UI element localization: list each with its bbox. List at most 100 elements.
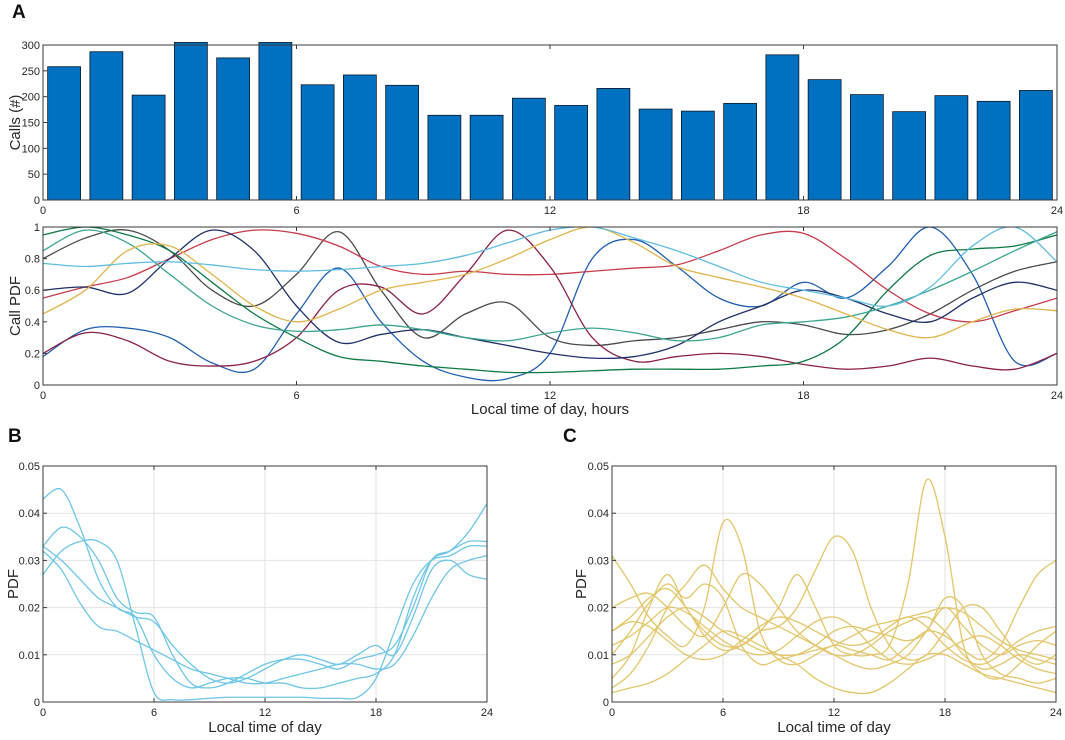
bar (596, 88, 631, 201)
y-axis-label: Call PDF (7, 276, 24, 336)
x-tick-label: 24 (1051, 205, 1063, 217)
y-tick-label: 0.05 (19, 461, 40, 473)
x-axis-label: Local time of day (777, 719, 891, 736)
bar (131, 94, 166, 201)
bar (216, 57, 250, 201)
y-axis-label: PDF (5, 569, 22, 599)
bar (342, 74, 377, 201)
panel-label: C (563, 426, 577, 447)
y-tick-label: 0 (34, 195, 40, 207)
bar (258, 42, 293, 201)
bar (638, 108, 673, 201)
bar (385, 84, 419, 201)
series-line-c10 (612, 606, 1056, 675)
x-axis-label: Local time of day (208, 719, 322, 736)
series-line-b5 (43, 550, 487, 685)
bar (300, 84, 335, 201)
y-tick-label: 0.02 (588, 603, 609, 615)
x-tick-label: 12 (544, 205, 556, 217)
x-tick-label: 0 (609, 707, 615, 719)
x-tick-label: 6 (293, 390, 299, 402)
series-line-s4 (43, 229, 1057, 371)
series-line-s6 (43, 227, 1057, 374)
bar (765, 54, 800, 201)
x-tick-label: 18 (797, 390, 809, 402)
bar (469, 114, 504, 201)
series-line-b2 (43, 526, 487, 689)
line-series-group (612, 478, 1056, 695)
bar (89, 51, 124, 201)
series-line-c6 (612, 564, 1056, 689)
x-tick-label: 24 (1051, 390, 1063, 402)
y-tick-label: 0.8 (25, 254, 40, 266)
line-series-group (43, 487, 487, 701)
chart-b: 0 6 12 18 24 0 0.01 0.02 0.03 0.04 0.05 PDF Local ti… (5, 426, 493, 736)
bar (1019, 90, 1053, 201)
series-line-b4 (43, 545, 487, 684)
x-tick-label: 24 (1050, 707, 1062, 719)
y-axis-label: Calls (#) (7, 95, 24, 151)
y-tick-label: 0.03 (588, 555, 609, 567)
x-tick-label: 0 (40, 707, 46, 719)
y-tick-label: 0.01 (19, 650, 40, 662)
series-line-c9 (612, 616, 1056, 666)
x-tick-label: 6 (151, 707, 157, 719)
bar-series (47, 42, 1053, 201)
y-tick-label: 0.03 (19, 555, 40, 567)
x-tick-label: 6 (720, 707, 726, 719)
y-tick-label: 0.04 (588, 508, 609, 520)
y-tick-label: 0 (34, 380, 40, 392)
y-tick-label: 0.6 (25, 285, 40, 297)
x-tick-label: 18 (939, 707, 951, 719)
bar (554, 105, 589, 201)
series-line-s1 (43, 227, 1057, 382)
x-tick-label: 24 (481, 707, 493, 719)
series-line-c4 (612, 583, 1056, 684)
y-tick-label: 0.04 (19, 508, 40, 520)
y-tick-label: 0.02 (19, 603, 40, 615)
x-tick-label: 0 (40, 390, 46, 402)
panel-label: B (8, 426, 22, 447)
y-axis-label: PDF (573, 569, 590, 599)
x-axis-label: Local time of day, hours (471, 401, 629, 418)
bar (512, 97, 546, 201)
x-tick-label: 18 (370, 707, 382, 719)
line-series-group (43, 227, 1057, 382)
y-tick-label: 1 (34, 222, 40, 234)
x-tick-label: 12 (828, 707, 840, 719)
y-tick-label: 0.4 (25, 317, 40, 329)
series-line-c8 (612, 630, 1056, 695)
y-tick-label: 100 (22, 143, 40, 155)
bar (807, 79, 842, 201)
chart-c: 0 6 12 18 24 0 0.01 0.02 0.03 0.04 0.05 PDF Local ti… (563, 426, 1062, 736)
y-tick-label: 200 (22, 92, 40, 104)
chart-a-top: 0 6 12 18 24 0 50 100 150 200 250 300 Calls (#) A (7, 2, 1063, 217)
x-tick-label: 18 (797, 205, 809, 217)
panel-label: A (12, 2, 26, 23)
bar (47, 66, 82, 201)
y-tick-label: 0 (603, 697, 609, 709)
plot-frame (42, 226, 1058, 386)
series-line-s8 (43, 227, 1057, 339)
series-line-s5 (43, 229, 1057, 360)
bar (976, 100, 1011, 201)
x-tick-label: 0 (40, 205, 46, 217)
bar (850, 94, 884, 201)
y-tick-label: 250 (22, 66, 40, 78)
bar (723, 102, 758, 201)
y-tick-label: 50 (28, 169, 40, 181)
x-tick-label: 12 (544, 390, 556, 402)
bar (934, 95, 969, 201)
y-tick-label: 0.01 (588, 650, 609, 662)
bar (681, 110, 715, 201)
series-line-c7 (612, 606, 1056, 665)
x-tick-label: 6 (293, 205, 299, 217)
y-tick-label: 0 (34, 697, 40, 709)
y-tick-label: 0.2 (25, 348, 40, 360)
bar (892, 111, 927, 201)
series-line-b3 (43, 539, 487, 701)
bar (173, 42, 208, 201)
y-tick-label: 300 (22, 40, 40, 52)
bar (427, 114, 462, 201)
x-tick-label: 12 (259, 707, 271, 719)
